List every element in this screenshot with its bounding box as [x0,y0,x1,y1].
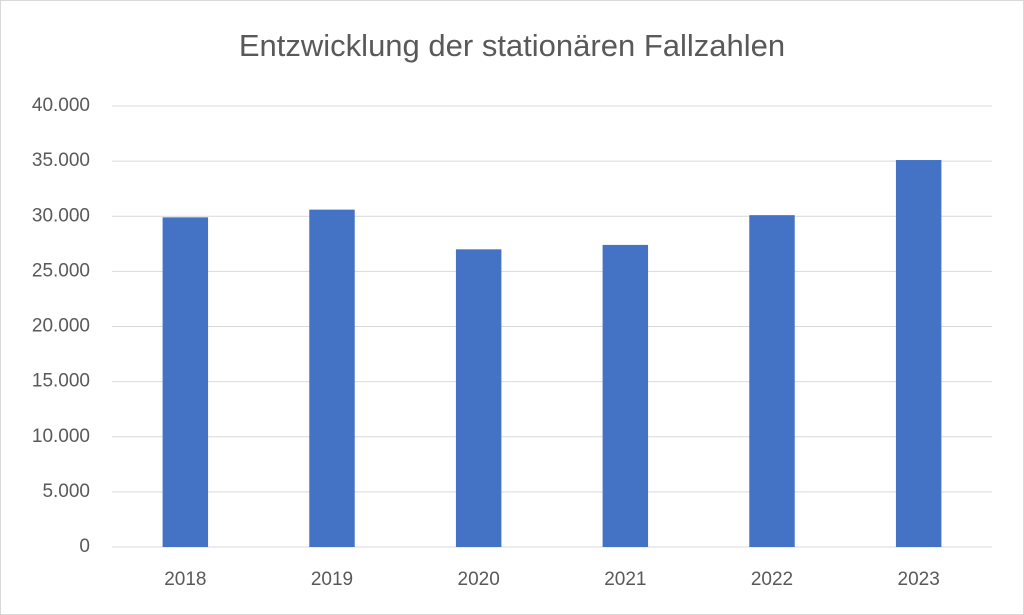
x-tick-label: 2019 [311,569,353,590]
y-tick-label: 0 [79,536,90,557]
y-tick-label: 40.000 [32,95,90,116]
bar [309,209,355,547]
x-tick-label: 2023 [898,569,940,590]
y-tick-label: 30.000 [32,205,90,226]
bar [602,244,649,548]
bar [749,215,795,547]
y-tick-label: 35.000 [32,150,90,171]
chart-title: Entzwicklung der stationären Fallzahlen [239,28,785,63]
y-tick-label: 15.000 [32,371,90,392]
x-tick-label: 2018 [164,569,206,590]
y-tick-label: 25.000 [32,260,90,281]
x-tick-label: 2022 [751,569,793,590]
bar [895,160,942,547]
bar [162,217,209,548]
y-tick-label: 10.000 [32,426,90,447]
y-tick-label: 5.000 [42,481,90,502]
x-tick-label: 2021 [604,569,646,590]
x-tick-label: 2020 [458,569,500,590]
bar [455,249,502,547]
y-tick-label: 20.000 [32,316,90,337]
